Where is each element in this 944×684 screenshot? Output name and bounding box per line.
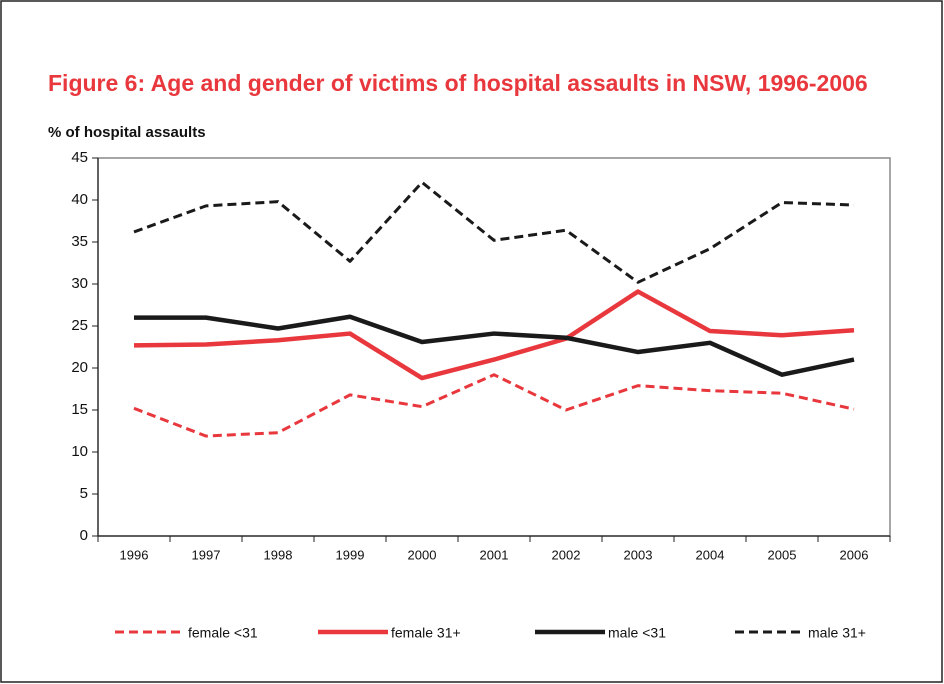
x-tick-label: 2002 [552, 547, 581, 562]
series-line [133, 180, 855, 284]
x-tick-label: 2003 [624, 547, 653, 562]
x-tick-label: 2006 [840, 547, 869, 562]
y-tick-label: 0 [80, 527, 88, 544]
y-tick-label: 15 [71, 401, 88, 418]
x-tick-label: 1996 [120, 547, 149, 562]
x-tick-label: 2001 [480, 547, 509, 562]
y-tick-label: 35 [71, 233, 88, 250]
y-tick-label: 40 [71, 191, 88, 208]
y-tick-label: 5 [80, 485, 88, 502]
chart-title: Figure 6: Age and gender of victims of h… [48, 70, 868, 96]
series-line [134, 314, 855, 377]
x-tick-label: 1998 [264, 547, 293, 562]
series-line [133, 289, 855, 381]
legend-label: male 31+ [808, 625, 866, 641]
y-tick-label: 10 [71, 443, 88, 460]
x-tick-label: 2005 [768, 547, 797, 562]
legend-label: female <31 [188, 625, 258, 641]
y-tick-label: 25 [71, 317, 88, 334]
legend-label: male <31 [608, 625, 666, 641]
y-tick-label: 20 [71, 359, 88, 376]
y-tick-label: 45 [71, 149, 88, 166]
legend-label: female 31+ [391, 625, 461, 641]
x-tick-label: 2000 [408, 547, 437, 562]
x-tick-label: 1999 [336, 547, 365, 562]
x-tick-label: 2004 [696, 547, 725, 562]
x-tick-label: 1997 [192, 547, 221, 562]
y-tick-label: 30 [71, 275, 88, 292]
series-line [133, 373, 855, 438]
y-axis-label: % of hospital assaults [48, 124, 206, 141]
